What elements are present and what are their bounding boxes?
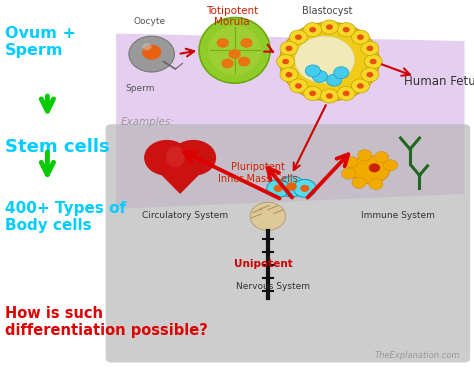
Circle shape: [351, 79, 369, 93]
Circle shape: [326, 93, 333, 99]
Circle shape: [171, 140, 216, 176]
Text: Totipotent
Morula: Totipotent Morula: [206, 6, 258, 27]
Text: How is such
differentiation possible?: How is such differentiation possible?: [5, 306, 208, 338]
Text: Oocyte: Oocyte: [133, 17, 165, 26]
Text: Ovum +
Sperm: Ovum + Sperm: [5, 26, 76, 58]
Circle shape: [366, 72, 374, 78]
Circle shape: [334, 67, 349, 79]
Circle shape: [383, 160, 398, 171]
Circle shape: [357, 83, 364, 89]
Circle shape: [286, 182, 297, 191]
Circle shape: [129, 36, 174, 72]
Ellipse shape: [208, 26, 261, 75]
Circle shape: [285, 72, 292, 78]
Ellipse shape: [350, 156, 390, 184]
Circle shape: [280, 22, 379, 101]
Circle shape: [374, 151, 389, 163]
Circle shape: [337, 23, 355, 37]
Circle shape: [295, 83, 302, 89]
Circle shape: [309, 91, 316, 96]
Circle shape: [343, 91, 350, 96]
FancyBboxPatch shape: [106, 124, 470, 363]
Circle shape: [144, 140, 190, 176]
Text: Sperm: Sperm: [125, 84, 155, 93]
Text: Stem cells: Stem cells: [5, 138, 109, 156]
Circle shape: [142, 45, 161, 60]
Circle shape: [300, 185, 310, 192]
Circle shape: [304, 86, 322, 100]
Circle shape: [228, 49, 241, 59]
Ellipse shape: [250, 202, 285, 231]
Circle shape: [221, 59, 234, 68]
Text: Nervous System: Nervous System: [236, 282, 310, 291]
Circle shape: [142, 43, 152, 50]
Circle shape: [369, 163, 380, 172]
Circle shape: [295, 36, 355, 83]
Circle shape: [293, 179, 316, 197]
Circle shape: [342, 168, 356, 179]
Circle shape: [280, 41, 298, 56]
Circle shape: [217, 38, 229, 48]
Circle shape: [267, 179, 290, 197]
Circle shape: [238, 57, 250, 66]
Circle shape: [290, 30, 308, 44]
Circle shape: [327, 74, 342, 86]
Circle shape: [304, 23, 322, 37]
Text: Blastocyst: Blastocyst: [302, 6, 352, 16]
Ellipse shape: [166, 146, 185, 167]
Circle shape: [295, 34, 302, 40]
Text: Unipotent: Unipotent: [234, 259, 292, 269]
Circle shape: [309, 27, 316, 32]
Circle shape: [326, 24, 333, 30]
Text: Pluripotent
Inner Mass Cells: Pluripotent Inner Mass Cells: [219, 162, 298, 184]
Circle shape: [305, 65, 320, 77]
Circle shape: [357, 34, 364, 40]
Circle shape: [369, 178, 383, 189]
Circle shape: [366, 46, 374, 51]
Text: TheExplanation.com: TheExplanation.com: [374, 351, 460, 360]
Circle shape: [320, 89, 338, 103]
Circle shape: [277, 54, 294, 69]
Text: Examples:: Examples:: [121, 117, 175, 128]
Text: Immune System: Immune System: [361, 211, 435, 220]
Circle shape: [240, 38, 253, 48]
Ellipse shape: [199, 18, 270, 83]
Circle shape: [278, 176, 305, 197]
Circle shape: [312, 70, 328, 82]
Circle shape: [290, 79, 308, 93]
Text: Human Fetus: Human Fetus: [404, 75, 474, 88]
Polygon shape: [116, 34, 465, 209]
Text: 400+ Types of
Body cells: 400+ Types of Body cells: [5, 201, 126, 233]
Polygon shape: [147, 160, 213, 194]
Circle shape: [361, 41, 379, 56]
Circle shape: [273, 185, 283, 192]
Circle shape: [358, 150, 372, 161]
Circle shape: [370, 59, 377, 64]
Circle shape: [352, 177, 366, 188]
Circle shape: [280, 68, 298, 82]
Circle shape: [364, 54, 382, 69]
Circle shape: [337, 86, 355, 100]
Circle shape: [320, 20, 338, 34]
Circle shape: [344, 156, 358, 167]
Text: Circulatory System: Circulatory System: [142, 211, 228, 220]
Circle shape: [282, 59, 289, 64]
Circle shape: [285, 46, 292, 51]
Circle shape: [361, 68, 379, 82]
Circle shape: [343, 27, 350, 32]
Circle shape: [351, 30, 369, 44]
